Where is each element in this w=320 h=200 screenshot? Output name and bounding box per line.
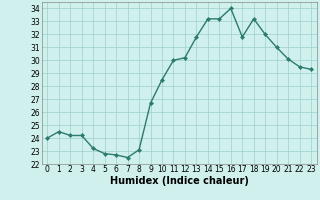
X-axis label: Humidex (Indice chaleur): Humidex (Indice chaleur) [110, 176, 249, 186]
